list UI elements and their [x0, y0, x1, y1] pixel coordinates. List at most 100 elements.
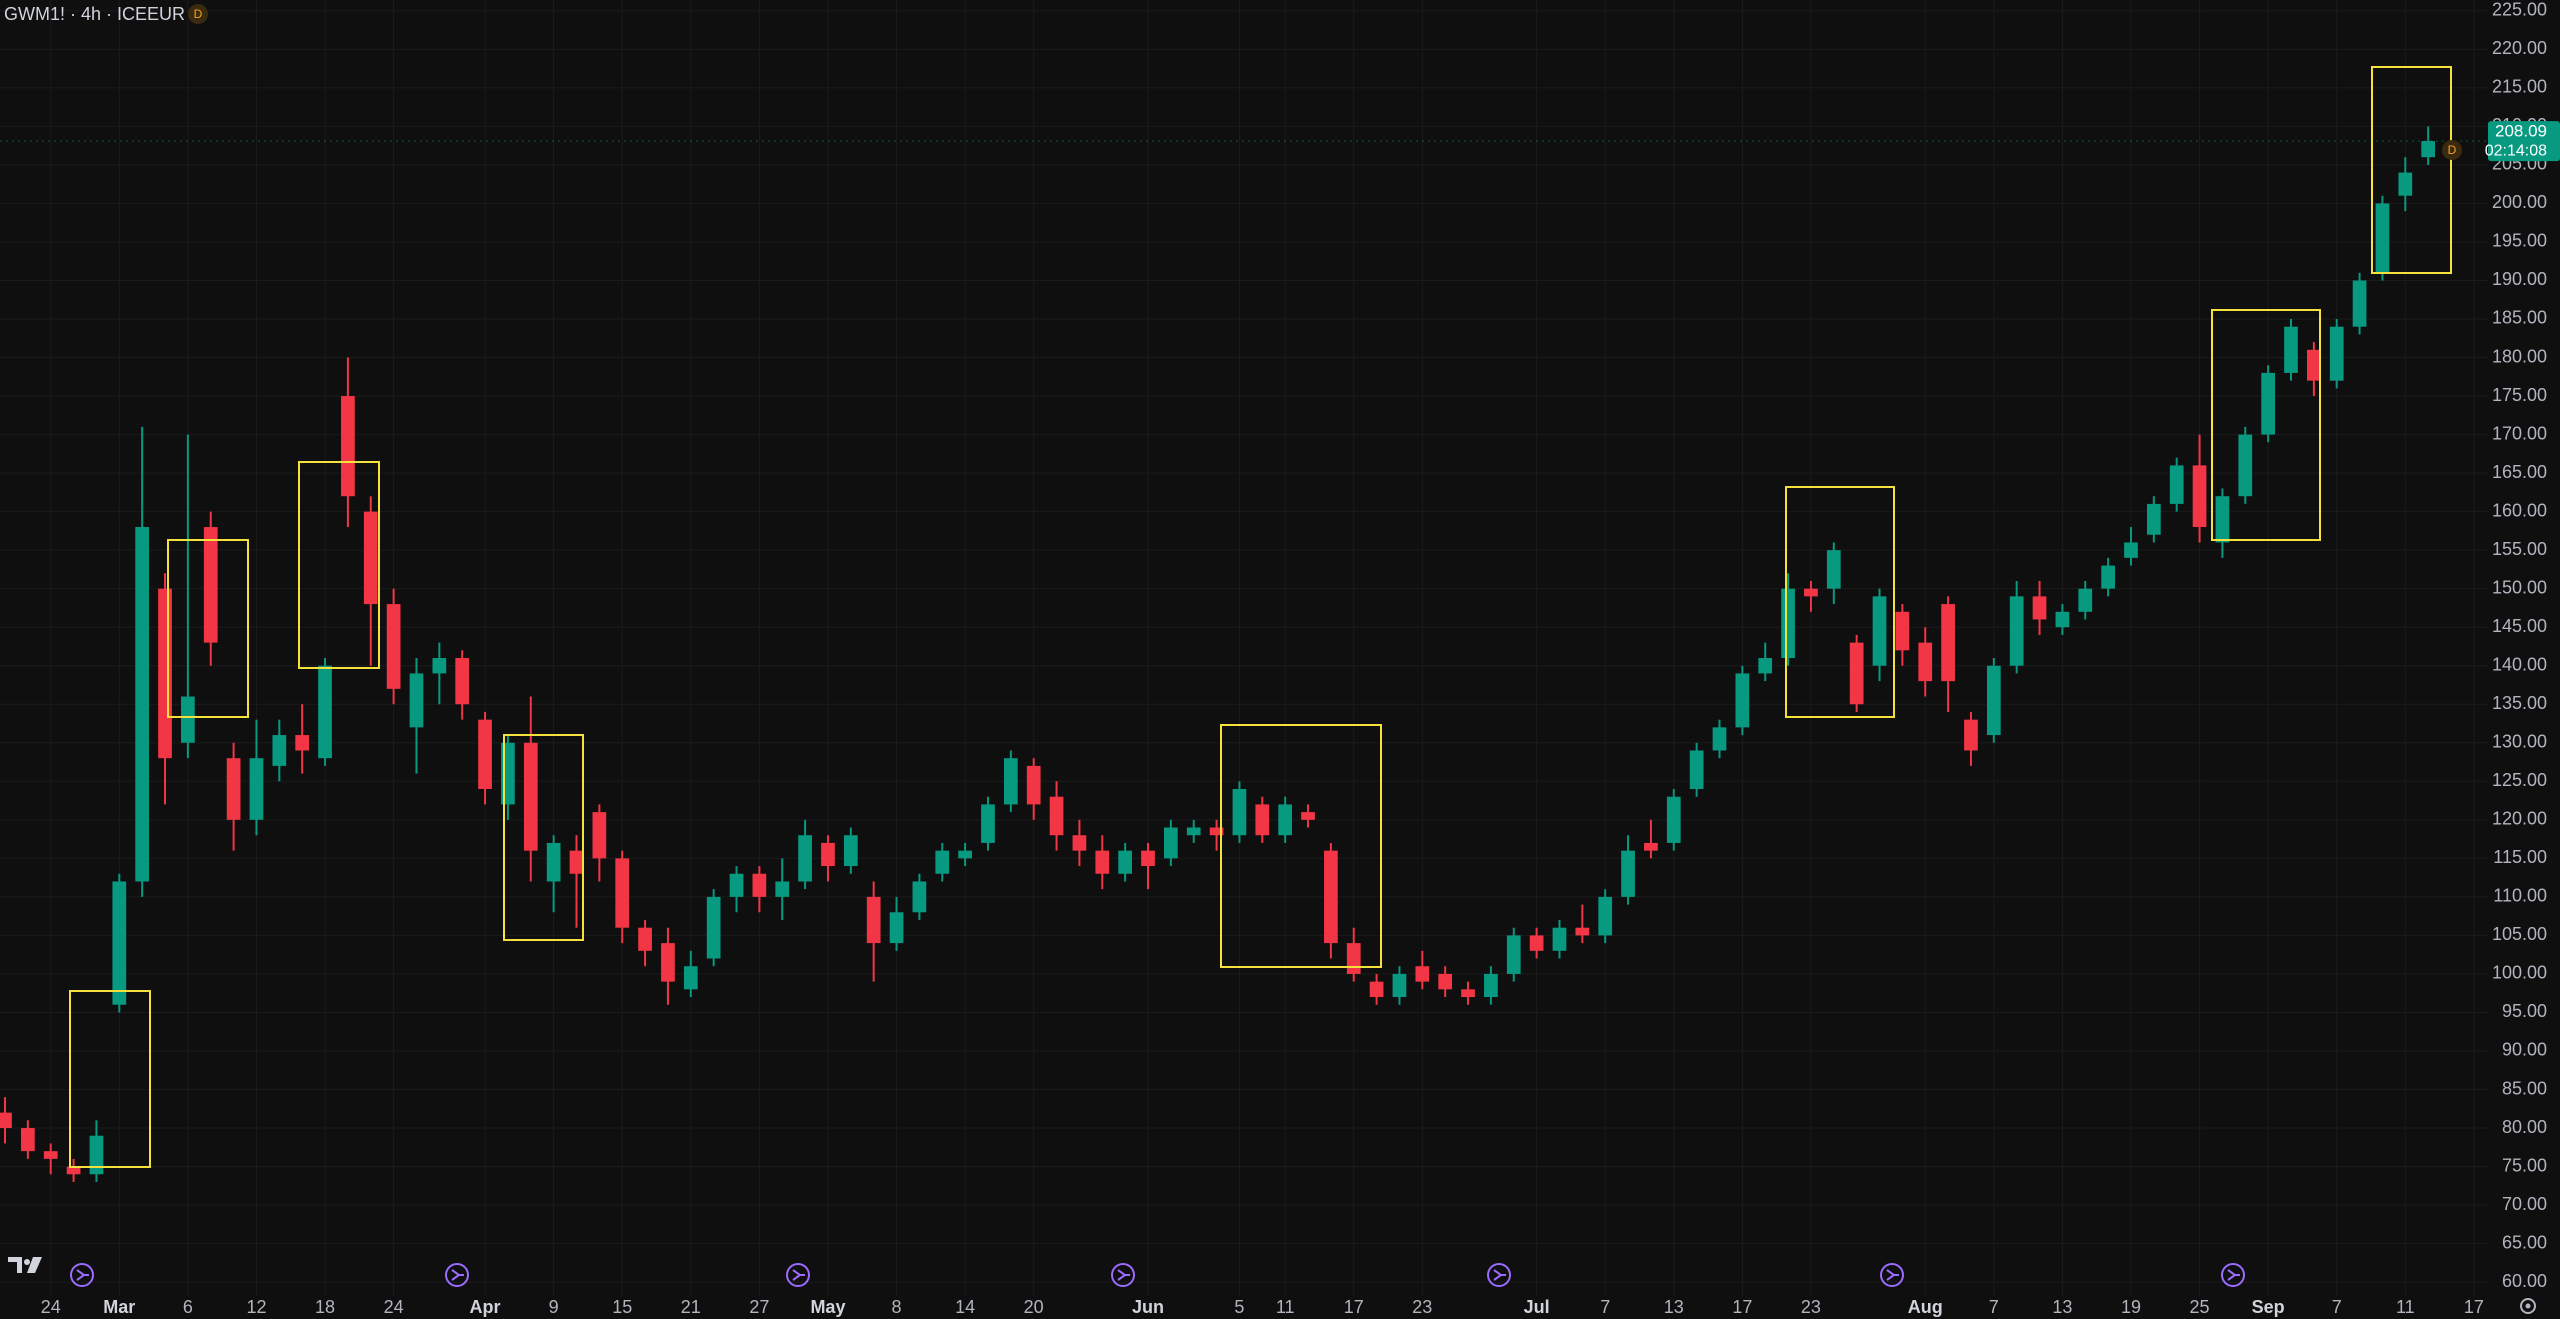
candle-body	[775, 881, 790, 897]
y-tick-label: 125.00	[2492, 770, 2547, 790]
y-tick-label: 105.00	[2492, 924, 2547, 944]
candle-body	[272, 735, 287, 766]
event-icon[interactable]	[2221, 1263, 2245, 1287]
x-tick-label: 25	[2190, 1297, 2210, 1317]
candle-body	[1186, 827, 1201, 836]
candle-body	[1666, 796, 1681, 843]
highlight-box	[1220, 724, 1382, 968]
candle-body	[2329, 326, 2344, 381]
badge[interactable]: D	[194, 7, 203, 21]
candle-body	[592, 812, 607, 859]
x-tick-label: May	[810, 1297, 845, 1317]
x-tick-label: 9	[549, 1297, 559, 1317]
x-tick-label: 6	[183, 1297, 193, 1317]
candle-body	[2101, 565, 2115, 589]
event-icon[interactable]	[445, 1263, 469, 1287]
chart-title: GWM1! · 4h · ICEEUR	[4, 4, 185, 24]
badge-circle[interactable]	[2442, 140, 2462, 160]
candle-body	[1621, 850, 1635, 897]
candle-body	[1735, 673, 1750, 728]
candle-body	[821, 842, 835, 867]
x-tick-label: 21	[681, 1297, 701, 1317]
candle-body	[1826, 550, 1841, 589]
highlight-box	[2211, 309, 2321, 541]
candle-body	[226, 758, 241, 820]
candle-body	[1461, 989, 1475, 998]
highlight-boxes	[69, 66, 2452, 1168]
candle-body	[1644, 842, 1658, 851]
x-tick-label: 15	[612, 1297, 632, 1317]
x-tick-label: 11	[2396, 1297, 2415, 1317]
highlight-box	[503, 734, 584, 941]
candle-body	[1369, 981, 1384, 998]
candle-body	[1324, 850, 1338, 944]
candle-body	[1392, 973, 1407, 998]
candle-body	[752, 873, 767, 897]
candle-body	[683, 966, 698, 990]
candle-body	[1918, 642, 1933, 682]
candle-body	[1506, 935, 1521, 974]
event-icon[interactable]	[1111, 1263, 1135, 1287]
y-tick-label: 180.00	[2492, 346, 2547, 366]
x-tick-label: 23	[1412, 1297, 1432, 1317]
candle-body	[2215, 496, 2230, 543]
candle-body	[2078, 588, 2093, 612]
event-icon[interactable]	[70, 1263, 94, 1287]
candle-body	[866, 896, 881, 944]
y-tick-label: 165.00	[2492, 462, 2547, 482]
y-tick-label: 75.00	[2502, 1155, 2547, 1175]
badge-circle[interactable]	[188, 4, 208, 24]
x-tick-label: 18	[315, 1297, 335, 1317]
x-tick-label: 17	[2464, 1297, 2484, 1317]
last-price-label: 208.09	[2495, 122, 2547, 141]
candle-body	[249, 758, 264, 820]
candle-body	[2169, 465, 2184, 504]
highlight-box	[298, 461, 380, 669]
event-icon[interactable]	[786, 1263, 810, 1287]
countdown-label: 02:14:08	[2485, 142, 2547, 159]
candle-body	[1072, 835, 1087, 851]
badge[interactable]: D	[2448, 143, 2457, 157]
candle-body	[1232, 789, 1247, 836]
settings-icon[interactable]	[2520, 1298, 2536, 1314]
candle-body	[386, 604, 401, 689]
x-tick-label: 7	[1989, 1297, 1999, 1317]
y-tick-label: 130.00	[2492, 732, 2547, 752]
x-tick-label: 11	[1276, 1297, 1295, 1317]
candle-body	[1781, 588, 1795, 659]
y-tick-label: 145.00	[2492, 616, 2547, 636]
candle-body	[2375, 203, 2390, 273]
tradingview-logo[interactable]	[8, 1257, 42, 1273]
y-tick-label: 100.00	[2492, 963, 2547, 983]
candle-body	[1278, 804, 1293, 836]
candle-body	[181, 696, 195, 743]
y-tick-label: 140.00	[2492, 654, 2547, 674]
candle-body	[2055, 611, 2070, 628]
x-tick-label: 23	[1801, 1297, 1821, 1317]
event-icon[interactable]	[1880, 1263, 1904, 1287]
candle-body	[1895, 611, 1910, 651]
highlight-box	[69, 990, 151, 1168]
x-tick-label: Apr	[470, 1297, 501, 1317]
candle-body	[1712, 727, 1727, 751]
candle-body	[958, 850, 972, 859]
y-tick-label: 190.00	[2492, 269, 2547, 289]
candle-body	[569, 850, 584, 874]
y-tick-label: 70.00	[2502, 1194, 2547, 1214]
candle-body	[1804, 588, 1818, 597]
event-icons	[70, 1263, 2245, 1287]
candle-body	[1552, 927, 1567, 951]
candle-body	[1003, 758, 1018, 805]
x-tick-label: 24	[384, 1297, 404, 1317]
candle-body	[21, 1128, 35, 1152]
candle-body	[1209, 827, 1224, 836]
candle-body	[2146, 503, 2161, 535]
event-icon[interactable]	[1487, 1263, 1511, 1287]
y-tick-label: 195.00	[2492, 231, 2547, 251]
candle-body	[661, 943, 675, 982]
candle-body	[1849, 642, 1864, 705]
y-tick-label: 170.00	[2492, 423, 2547, 443]
